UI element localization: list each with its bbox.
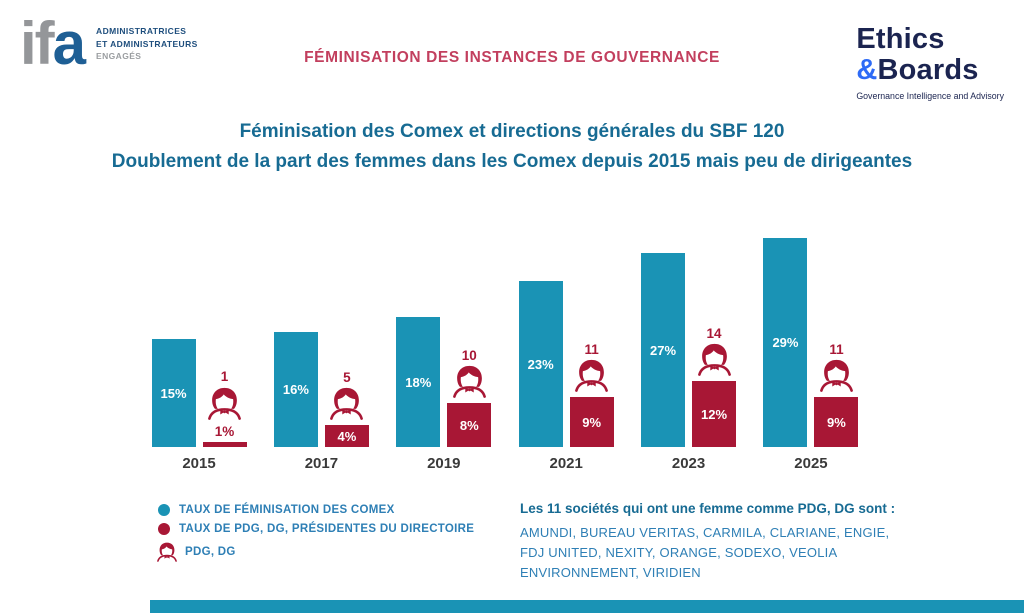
comex-bar: 15% (151, 339, 196, 447)
chart-title: Féminisation des Comex et directions gén… (239, 121, 785, 142)
pdg-column: 11 9% (569, 341, 614, 447)
bar-pair: 18% 10 8% (396, 232, 492, 447)
pdg-bar-label: 1% (214, 423, 235, 439)
year-label: 2017 (304, 455, 339, 472)
woman-pdg-icon (208, 387, 241, 420)
pdg-bar: 12% (692, 381, 737, 447)
ifa-logo-word-blue: a (52, 10, 86, 77)
ifa-tagline-line2: ET ADMINISTRATEURS (96, 38, 198, 49)
page-title: FÉMINISATION DES INSTANCES DE GOUVERNANC… (304, 49, 720, 66)
bar-pair: 27% 14 12% (641, 232, 737, 447)
teal-dot-icon (158, 504, 170, 516)
bar-chart: 15% 1 1% 2015 16% 5 4% 2017 18% 10 8% 2019 23% 11 … (150, 232, 860, 472)
pdg-count-label: 10 (461, 347, 477, 363)
eb-tagline: Governance Intelligence and Advisory (856, 90, 1004, 101)
ifa-logo: ifa ADMINISTRATRICES ET ADMINISTRATEURS … (20, 14, 198, 74)
pdg-bar (202, 442, 247, 447)
pdg-count-label: 14 (706, 325, 722, 341)
legend-row-pdg-count: PDG, DG (157, 542, 474, 562)
year-label: 2019 (427, 455, 461, 472)
pdg-bar: 9% (569, 397, 614, 447)
pdg-bar-label: 8% (459, 417, 479, 433)
chart-subtitle: Doublement de la part des femmes dans le… (111, 151, 913, 173)
comex-bar: 18% (396, 317, 441, 447)
pdg-bar: 4% (324, 425, 369, 447)
chart-group: 29% 11 9% 2025 (762, 232, 860, 472)
comex-bar: 29% (763, 238, 808, 447)
ifa-logo-tagline: ADMINISTRATRICES ET ADMINISTRATEURS ENGA… (96, 25, 198, 63)
bar-pair: 15% 1 1% (151, 232, 247, 447)
comex-bar-label: 16% (282, 382, 309, 397)
footnote-heading: Les 11 sociétés qui ont une femme comme … (520, 501, 896, 516)
chart-groups: 15% 1 1% 2015 16% 5 4% 2017 18% 10 8% 2019 23% 11 … (150, 232, 860, 472)
ifa-logo-word-gray: if (20, 10, 55, 77)
pdg-column: 5 4% (324, 369, 369, 447)
legend-label-comex: TAUX DE FÉMINISATION DES COMEX (179, 504, 395, 516)
year-label: 2023 (671, 455, 706, 472)
ethics-boards-logo: Ethics &Boards Governance Intelligence a… (856, 23, 1004, 101)
eb-ampersand: & (856, 54, 878, 87)
ifa-logo-word: ifa (20, 14, 86, 74)
woman-pdg-icon (575, 359, 609, 392)
eb-line1: Ethics (856, 23, 945, 55)
eb-boards: Boards (877, 54, 979, 87)
pdg-column: 14 12% (692, 325, 737, 447)
pdg-column: 11 9% (814, 341, 859, 447)
year-label: 2021 (549, 455, 583, 472)
pdg-count-label: 11 (584, 341, 599, 357)
comex-bar: 23% (518, 281, 563, 447)
footnote-companies: AMUNDI, BUREAU VERITAS, CARMILA, CLARIAN… (520, 525, 890, 581)
comex-bar-label: 23% (527, 356, 554, 372)
bar-pair: 16% 5 4% (273, 232, 369, 447)
chart-group: 15% 1 1% 2015 (150, 232, 248, 472)
legend-label-pdg-count: PDG, DG (185, 546, 236, 558)
bar-pair: 29% 11 9% (763, 232, 859, 447)
comex-bar-label: 18% (405, 374, 432, 390)
pdg-count-label: 5 (343, 369, 351, 385)
pdg-count-label: 1 (220, 369, 229, 384)
chart-legend: TAUX DE FÉMINISATION DES COMEX TAUX DE P… (157, 504, 474, 569)
legend-row-pdg-rate: TAUX DE PDG, DG, PRÉSIDENTES DU DIRECTOI… (158, 523, 474, 535)
pdg-count-label: 11 (829, 341, 844, 357)
chart-title-block: Féminisation des Comex et directions gén… (0, 117, 1024, 178)
pdg-bar-label: 9% (827, 414, 846, 430)
pdg-bar: 8% (447, 403, 492, 447)
comex-bar-label: 29% (772, 335, 799, 350)
ifa-tagline-line3: ENGAGÉS (96, 51, 142, 62)
ifa-tagline-line1: ADMINISTRATRICES (96, 25, 187, 36)
year-label: 2015 (182, 455, 216, 472)
year-label: 2025 (794, 455, 828, 472)
footnote: Les 11 sociétés qui ont une femme comme … (520, 501, 910, 583)
chart-group: 16% 5 4% 2017 (272, 232, 370, 472)
legend-label-pdg-rate: TAUX DE PDG, DG, PRÉSIDENTES DU DIRECTOI… (179, 523, 475, 535)
comex-bar-label: 15% (160, 385, 187, 401)
woman-pdg-icon (820, 359, 853, 392)
pdg-bar-label: 9% (582, 414, 602, 430)
bottom-accent-bar (150, 600, 1024, 613)
ethics-boards-wordmark: Ethics &Boards (856, 23, 1004, 87)
chart-group: 18% 10 8% 2019 (395, 232, 493, 472)
chart-group: 23% 11 9% 2021 (517, 232, 615, 472)
woman-pdg-icon (330, 387, 364, 420)
red-dot-icon (158, 523, 170, 535)
legend-row-comex: TAUX DE FÉMINISATION DES COMEX (158, 504, 474, 516)
chart-group: 27% 14 12% 2023 (640, 232, 738, 472)
pdg-bar-label: 12% (701, 406, 728, 422)
comex-bar: 27% (641, 253, 686, 447)
pdg-bar: 9% (814, 397, 859, 447)
comex-bar: 16% (273, 332, 318, 447)
bar-pair: 23% 11 9% (518, 232, 614, 447)
pdg-column: 10 8% (447, 347, 492, 447)
woman-pdg-icon (157, 542, 177, 562)
pdg-bar-label: 4% (337, 428, 357, 444)
woman-pdg-icon (452, 365, 486, 398)
eb-line2: &Boards (856, 55, 1004, 86)
pdg-column: 1 1% (202, 369, 247, 447)
woman-pdg-icon (697, 343, 731, 376)
comex-bar-label: 27% (650, 342, 677, 358)
